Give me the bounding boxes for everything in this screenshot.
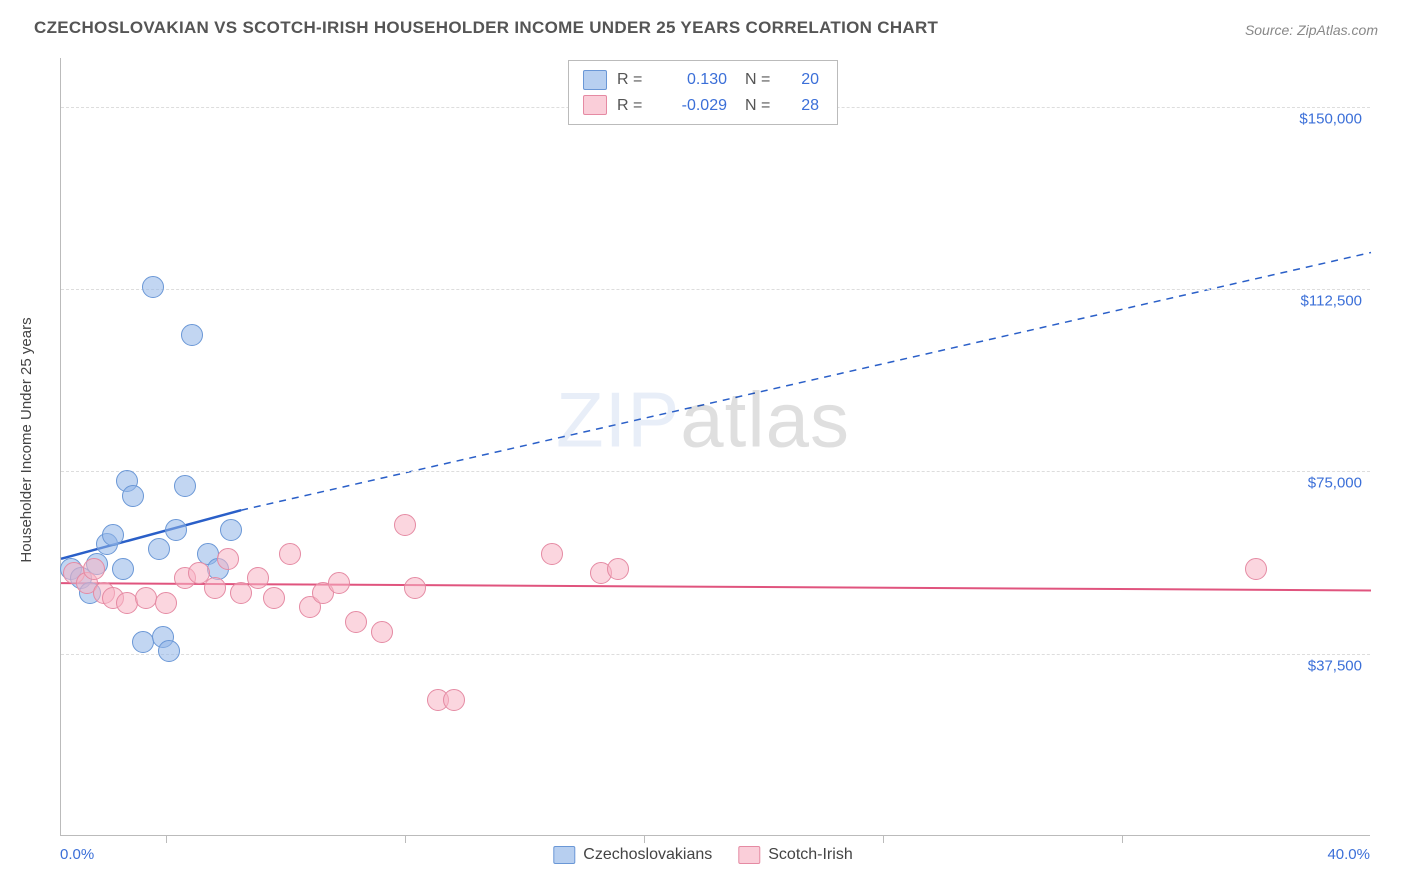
legend-row-scotch: R = -0.029 N = 28 xyxy=(583,93,819,119)
gridline xyxy=(61,289,1370,290)
gridline xyxy=(61,471,1370,472)
x-axis-max: 40.0% xyxy=(1327,846,1370,863)
legend-item-scotch: Scotch-Irish xyxy=(738,846,852,864)
data-point xyxy=(122,485,144,507)
data-point xyxy=(1245,558,1267,580)
chart-title: CZECHOSLOVAKIAN VS SCOTCH-IRISH HOUSEHOL… xyxy=(34,18,938,38)
data-point xyxy=(217,548,239,570)
data-point xyxy=(263,587,285,609)
data-point xyxy=(541,543,563,565)
swatch-pink xyxy=(738,846,760,864)
data-point xyxy=(443,689,465,711)
data-point xyxy=(116,592,138,614)
x-tick xyxy=(166,835,167,843)
data-point xyxy=(371,621,393,643)
data-point xyxy=(247,567,269,589)
data-point xyxy=(607,558,629,580)
data-point xyxy=(394,514,416,536)
data-point xyxy=(220,519,242,541)
x-tick xyxy=(644,835,645,843)
y-tick-label: $37,500 xyxy=(1308,657,1362,674)
data-point xyxy=(404,577,426,599)
x-tick xyxy=(883,835,884,843)
data-point xyxy=(135,587,157,609)
data-point xyxy=(155,592,177,614)
data-point xyxy=(148,538,170,560)
data-point xyxy=(102,524,124,546)
series-legend: Czechoslovakians Scotch-Irish xyxy=(553,846,852,864)
x-tick xyxy=(1122,835,1123,843)
y-tick-label: $150,000 xyxy=(1299,110,1362,127)
legend-row-czech: R = 0.130 N = 20 xyxy=(583,67,819,93)
y-axis-title: Householder Income Under 25 years xyxy=(18,195,35,440)
data-point xyxy=(279,543,301,565)
data-point xyxy=(345,611,367,633)
data-point xyxy=(328,572,350,594)
data-point xyxy=(181,324,203,346)
x-axis-min: 0.0% xyxy=(60,846,94,863)
correlation-legend: R = 0.130 N = 20 R = -0.029 N = 28 xyxy=(568,60,838,125)
source-label: Source: ZipAtlas.com xyxy=(1245,22,1378,38)
watermark: ZIPatlas xyxy=(556,375,850,466)
y-tick-label: $112,500 xyxy=(1301,292,1362,309)
data-point xyxy=(132,631,154,653)
data-point xyxy=(165,519,187,541)
swatch-blue xyxy=(583,70,607,90)
data-point xyxy=(83,558,105,580)
legend-item-czech: Czechoslovakians xyxy=(553,846,712,864)
data-point xyxy=(204,577,226,599)
data-point xyxy=(142,276,164,298)
data-point xyxy=(174,475,196,497)
data-point xyxy=(112,558,134,580)
swatch-blue xyxy=(553,846,575,864)
y-tick-label: $75,000 xyxy=(1308,475,1362,492)
swatch-pink xyxy=(583,95,607,115)
data-point xyxy=(158,640,180,662)
x-tick xyxy=(405,835,406,843)
gridline xyxy=(61,654,1370,655)
